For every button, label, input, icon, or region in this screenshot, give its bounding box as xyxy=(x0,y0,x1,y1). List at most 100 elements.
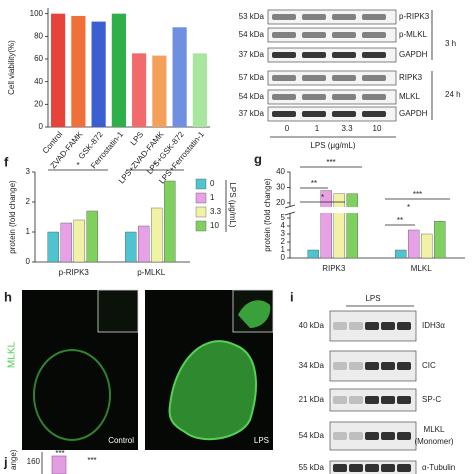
kda-label: 34 kDa xyxy=(299,361,325,370)
bar xyxy=(307,249,319,259)
y-tick-label: 1 xyxy=(281,245,286,254)
band xyxy=(349,464,363,472)
significance-label: * xyxy=(76,161,79,170)
caption: Control xyxy=(108,436,134,445)
kda-label: 40 kDa xyxy=(299,321,325,330)
stain-label: MLKL xyxy=(7,342,18,369)
y-tick-label: 20 xyxy=(34,99,43,108)
protein-label: SP-C xyxy=(422,395,441,404)
bar xyxy=(138,225,150,263)
kda-label: 54 kDa xyxy=(299,431,325,440)
protein-sublabel: (Monomer) xyxy=(414,437,453,446)
kda-label: 21 kDa xyxy=(299,395,325,404)
y-tick-label: 5 xyxy=(281,213,286,222)
y-tick-label: 0 xyxy=(281,253,286,262)
significance-label: *** xyxy=(326,158,335,167)
band xyxy=(365,396,379,404)
band xyxy=(272,94,296,100)
y-tick-label: 3 xyxy=(26,167,31,176)
band xyxy=(397,464,411,472)
significance-label: *** xyxy=(87,456,96,465)
protein-label: RIPK3 xyxy=(399,73,423,82)
bar xyxy=(71,15,86,127)
y-axis-label: protein (fold change) xyxy=(263,178,272,252)
band xyxy=(365,362,379,370)
band xyxy=(365,322,379,330)
y-tick-label: 1 xyxy=(26,227,31,236)
bar xyxy=(86,210,98,263)
legend-label: 3.3 xyxy=(210,207,222,216)
panel-letter: g xyxy=(254,151,262,166)
band xyxy=(362,52,386,58)
significance-label: * xyxy=(321,193,324,202)
y-tick-label: 40 xyxy=(276,167,285,176)
band xyxy=(272,75,296,81)
legend-label: 1 xyxy=(210,193,215,202)
protein-label: IDH3α xyxy=(422,321,445,330)
protein-label: MLKL xyxy=(399,92,420,101)
kda-label: 37 kDa xyxy=(239,109,265,118)
caption: LPS xyxy=(254,436,269,445)
break-mark xyxy=(284,204,296,209)
band xyxy=(362,75,386,81)
legend-swatch xyxy=(195,178,207,190)
lane-label: 0 xyxy=(285,124,290,133)
bar xyxy=(346,193,358,259)
bar xyxy=(192,53,207,128)
x-axis-label: LPS (μg/mL) xyxy=(310,141,355,150)
band xyxy=(333,432,347,440)
protein-label: MLKL xyxy=(424,425,445,434)
cell xyxy=(33,349,111,441)
band xyxy=(332,52,356,58)
band xyxy=(362,111,386,117)
bar xyxy=(408,229,420,259)
protein-label: GAPDH xyxy=(399,50,428,59)
protein-label: CIC xyxy=(422,361,436,370)
lane-label: 10 xyxy=(373,124,382,133)
y-tick-label: 60 xyxy=(34,54,43,63)
lane-label: 3.3 xyxy=(341,124,353,133)
band xyxy=(302,75,326,81)
legend-swatch xyxy=(195,192,207,204)
kda-label: 37 kDa xyxy=(239,50,265,59)
band xyxy=(381,432,395,440)
break-mark xyxy=(284,211,296,216)
x-tick-label: p-RIPK3 xyxy=(59,268,90,277)
x-tick-label: LPS xyxy=(129,130,146,147)
band xyxy=(397,396,411,404)
bar xyxy=(125,231,137,263)
box xyxy=(51,455,67,474)
bar xyxy=(333,193,345,259)
band xyxy=(272,52,296,58)
band xyxy=(332,75,356,81)
lane-label: 1 xyxy=(315,124,320,133)
band xyxy=(349,432,363,440)
bar xyxy=(172,27,187,128)
y-tick-label: 0 xyxy=(39,122,44,131)
protein-label: α-Tubulin xyxy=(422,463,455,472)
significance-label: ** xyxy=(397,216,403,225)
bar xyxy=(91,21,106,128)
band xyxy=(381,464,395,472)
bar xyxy=(395,249,407,259)
band xyxy=(365,432,379,440)
band xyxy=(302,32,326,38)
band xyxy=(349,322,363,330)
band xyxy=(332,14,356,20)
band xyxy=(332,32,356,38)
bar xyxy=(434,220,446,259)
band xyxy=(365,464,379,472)
band xyxy=(302,52,326,58)
x-tick-label: MLKL xyxy=(411,264,432,273)
panel-letter: h xyxy=(4,289,12,304)
time-label: 3 h xyxy=(445,39,456,48)
band xyxy=(349,396,363,404)
band xyxy=(333,464,347,472)
significance-label: * xyxy=(153,161,156,170)
band xyxy=(332,111,356,117)
band xyxy=(349,362,363,370)
significance-label: ** xyxy=(311,179,317,188)
band xyxy=(302,94,326,100)
y-tick-label: 0 xyxy=(26,257,31,266)
